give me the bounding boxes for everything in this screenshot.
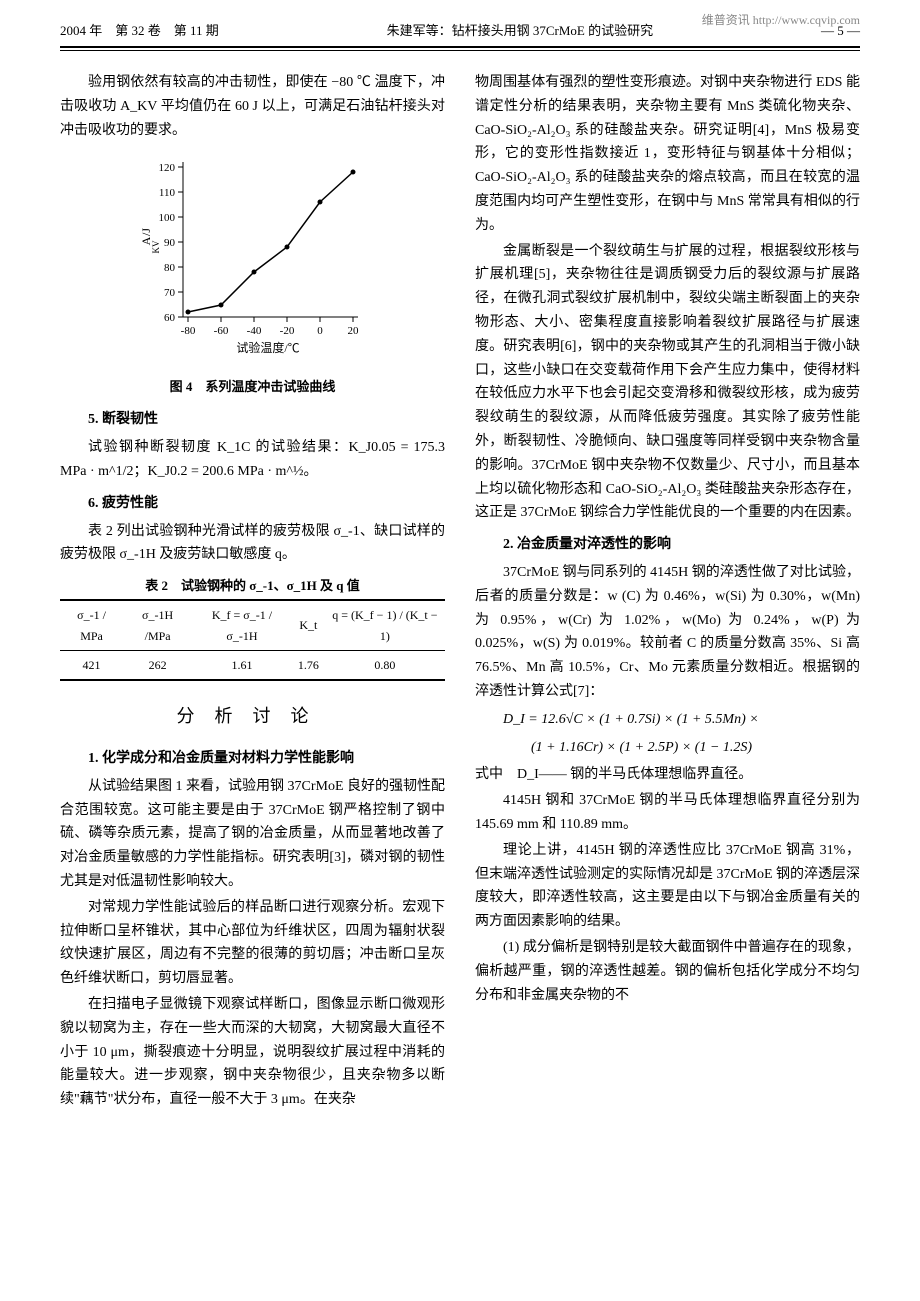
formula-line-2: (1 + 1.16Cr) × (1 + 2.5P) × (1 − 1.2S) [475, 736, 860, 760]
table-cell: 1.61 [192, 651, 292, 681]
svg-text:110: 110 [158, 187, 175, 199]
section-5-title: 5. 断裂韧性 [60, 408, 445, 432]
analysis-sec2-p2: 4145H 钢和 37CrMoE 钢的半马氏体理想临界直径分别为 145.69 … [475, 789, 860, 837]
table-2: σ_-1 / MPa σ_-1H /MPa K_f = σ_-1 / σ_-1H… [60, 599, 445, 681]
formula-line-1: D_I = 12.6√C × (1 + 0.7Si) × (1 + 5.5Mn)… [475, 708, 860, 732]
header-left: 2004 年 第 32 卷 第 11 期 [60, 20, 219, 42]
svg-text:90: 90 [164, 237, 176, 249]
section-5-body: 试验钢种断裂韧度 K_1C 的试验结果：K_J0.05 = 175.3 MPa … [60, 436, 445, 484]
analysis-sec2-p4: (1) 成分偏析是钢特别是较大截面钢件中普遍存在的现象，偏析越严重，钢的淬透性越… [475, 936, 860, 1007]
analysis-sec2-p3: 理论上讲，4145H 钢的淬透性应比 37CrMoE 钢高 31%，但末端淬透性… [475, 839, 860, 934]
table-col-1: σ_-1H /MPa [123, 600, 192, 650]
figure-4-caption: 图 4 系列温度冲击试验曲线 [60, 376, 445, 398]
table-cell: 262 [123, 651, 192, 681]
analysis-sec1-p2: 对常规力学性能试验后的样品断口进行观察分析。宏观下拉伸断口呈杯锥状，其中心部位为… [60, 896, 445, 991]
table-cell: 421 [60, 651, 123, 681]
svg-text:-60: -60 [213, 325, 228, 337]
analysis-sec1-p1: 从试验结果图 1 来看，试验用钢 37CrMoE 良好的强韧性配合范围较宽。这可… [60, 775, 445, 894]
analysis-sec2-title: 2. 冶金质量对淬透性的影响 [475, 533, 860, 557]
svg-text:120: 120 [158, 162, 175, 174]
svg-text:-40: -40 [246, 325, 261, 337]
table-cell: 1.76 [292, 651, 325, 681]
svg-text:60: 60 [164, 312, 176, 324]
right-column: 物周围基体有强烈的塑性变形痕迹。对钢中夹杂物进行 EDS 能谱定性分析的结果表明… [475, 71, 860, 1114]
table-row: 421 262 1.61 1.76 0.80 [60, 651, 445, 681]
analysis-sec1-p3: 在扫描电子显微镜下观察试样断口，图像显示断口微观形貌以韧窝为主，存在一些大而深的… [60, 993, 445, 1112]
section-6-body: 表 2 列出试验钢种光滑试样的疲劳极限 σ_-1、缺口试样的疲劳极限 σ_-1H… [60, 520, 445, 568]
svg-text:100: 100 [158, 212, 175, 224]
header-rule [60, 50, 860, 51]
table-col-2: K_f = σ_-1 / σ_-1H [192, 600, 292, 650]
table-col-0: σ_-1 / MPa [60, 600, 123, 650]
header-center: 朱建军等：钻杆接头用钢 37CrMoE 的试验研究 [387, 20, 654, 42]
table-col-3: K_t [292, 600, 325, 650]
impact-curve-chart: 60 70 80 90 100 110 120 -80 -60 -40 -20 … [128, 152, 378, 362]
svg-text:-80: -80 [180, 325, 195, 337]
svg-text:试验温度/℃: 试验温度/℃ [236, 340, 299, 355]
right-p2: 金属断裂是一个裂纹萌生与扩展的过程，根据裂纹形核与扩展机理[5]，夹杂物往往是调… [475, 240, 860, 526]
right-p1: 物周围基体有强烈的塑性变形痕迹。对钢中夹杂物进行 EDS 能谱定性分析的结果表明… [475, 71, 860, 238]
svg-text:80: 80 [164, 262, 176, 274]
chart-container: 60 70 80 90 100 110 120 -80 -60 -40 -20 … [60, 152, 445, 398]
svg-text:20: 20 [347, 325, 359, 337]
table-col-4: q = (K_f − 1) / (K_t − 1) [325, 600, 445, 650]
table-2-caption: 表 2 试验钢种的 σ_-1、σ_1H 及 q 值 [60, 575, 445, 597]
table-cell: 0.80 [325, 651, 445, 681]
analysis-title: 分析讨论 [60, 701, 445, 732]
watermark: 维普资讯 http://www.cqvip.com [702, 10, 860, 30]
svg-text:-20: -20 [279, 325, 294, 337]
intro-paragraph: 验用钢依然有较高的冲击韧性，即使在 −80 ℃ 温度下，冲击吸收功 A_KV 平… [60, 71, 445, 142]
table-header-row: σ_-1 / MPa σ_-1H /MPa K_f = σ_-1 / σ_-1H… [60, 600, 445, 650]
two-column-layout: 验用钢依然有较高的冲击韧性，即使在 −80 ℃ 温度下，冲击吸收功 A_KV 平… [60, 71, 860, 1114]
svg-text:/J: /J [139, 228, 153, 236]
svg-text:70: 70 [164, 287, 176, 299]
analysis-sec1-title: 1. 化学成分和冶金质量对材料力学性能影响 [60, 747, 445, 771]
svg-text:KV: KV [151, 240, 161, 253]
svg-text:0: 0 [317, 325, 323, 337]
analysis-sec2-p1: 37CrMoE 钢与同系列的 4145H 钢的淬透性做了对比试验，后者的质量分数… [475, 561, 860, 704]
left-column: 验用钢依然有较高的冲击韧性，即使在 −80 ℃ 温度下，冲击吸收功 A_KV 平… [60, 71, 445, 1114]
section-6-title: 6. 疲劳性能 [60, 492, 445, 516]
formula-note: 式中 D_I—— 钢的半马氏体理想临界直径。 [475, 763, 860, 787]
